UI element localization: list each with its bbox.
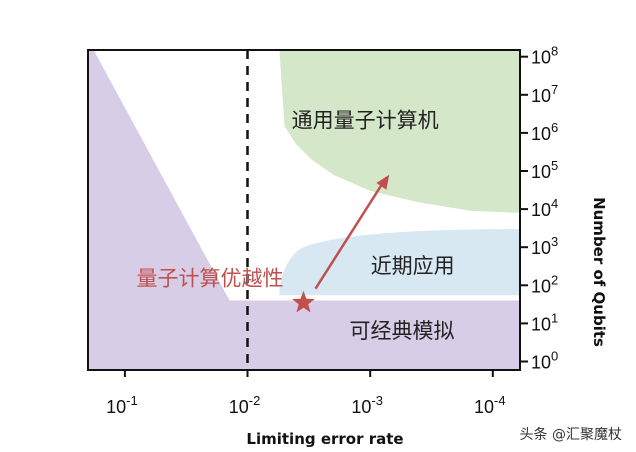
label-near-term: 近期应用 <box>371 254 455 278</box>
y-tick-label: 108 <box>531 44 558 68</box>
y-tick-label: 100 <box>531 349 558 373</box>
advantage-star-icon <box>292 290 315 313</box>
y-tick-label: 106 <box>531 120 558 144</box>
x-tick-label: 10-4 <box>474 393 506 417</box>
advantage-arrow-head <box>376 174 390 190</box>
watermark: 头条 @汇聚魔杖 <box>519 427 622 443</box>
label-classical-simulable: 可经典模拟 <box>350 319 455 343</box>
y-tick-label: 102 <box>531 272 558 296</box>
x-tick-label: 10-1 <box>106 393 138 417</box>
x-axis: 10-1 10-2 10-3 10-4 <box>106 370 506 417</box>
region-near-term <box>279 229 520 296</box>
y-tick-label: 104 <box>531 196 558 220</box>
y-tick-label: 105 <box>531 158 558 182</box>
x-tick-label: 10-2 <box>229 393 261 417</box>
y-axis: 100 101 102 103 104 105 106 107 108 <box>520 44 558 373</box>
y-tick-label: 107 <box>531 82 558 106</box>
x-tick-label: 10-3 <box>351 393 383 417</box>
regions-layer <box>88 50 520 370</box>
advantage-label: 量子计算优越性 <box>137 267 284 291</box>
advantage-arrow-shaft <box>314 180 386 290</box>
y-axis-label: Number of Qubits <box>590 197 608 347</box>
region-fault-tolerant <box>279 50 520 213</box>
label-fault-tolerant: 通用量子计算机 <box>292 108 439 132</box>
region-classical-simulable <box>88 50 520 370</box>
x-axis-label: Limiting error rate <box>246 430 403 448</box>
y-tick-label: 103 <box>531 234 558 258</box>
y-tick-label: 101 <box>531 310 558 334</box>
